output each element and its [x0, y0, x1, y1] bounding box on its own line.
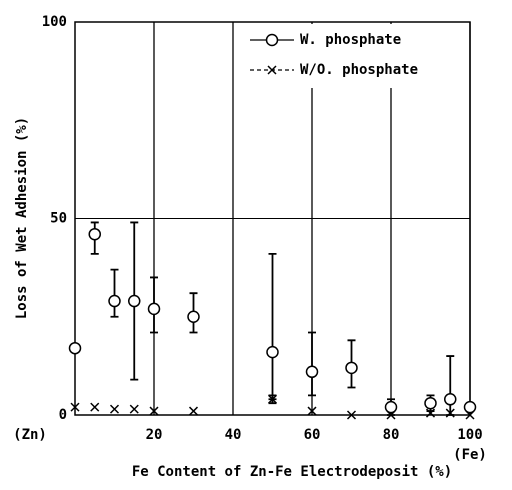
error-bar [110, 268, 119, 318]
marker [188, 406, 199, 416]
x-tick-label: 80 [383, 427, 400, 443]
marker [128, 294, 141, 308]
y-tick-label: 100 [42, 14, 67, 30]
marker [88, 227, 101, 241]
marker [424, 396, 437, 410]
x-tick-label: 100 [457, 427, 482, 443]
marker [129, 404, 139, 414]
marker [384, 400, 398, 414]
legend-marker [267, 65, 277, 75]
marker [345, 361, 358, 375]
x-tick-label: 40 [225, 427, 242, 443]
error-bar [268, 252, 277, 401]
y-tick-label: 0 [59, 407, 67, 423]
marker [108, 294, 121, 308]
marker [149, 406, 159, 416]
legend-marker [265, 33, 279, 47]
marker [109, 404, 120, 414]
marker [346, 410, 357, 420]
marker [147, 302, 161, 316]
marker [187, 310, 200, 323]
x-axis-label: Fe Content of Zn-Fe Electrodeposit (%) [132, 464, 452, 480]
legend-label: W. phosphate [300, 32, 401, 48]
marker [386, 410, 396, 420]
marker [307, 406, 317, 416]
error-bar [308, 331, 316, 397]
legend-label: W/O. phosphate [300, 62, 418, 78]
marker [465, 410, 475, 420]
legend-box [242, 24, 464, 88]
marker [445, 408, 455, 418]
marker [68, 341, 82, 355]
marker [70, 402, 80, 412]
y-tick-label: 50 [50, 211, 67, 227]
annotation: (Zn) [13, 427, 47, 443]
annotation: (Fe) [453, 447, 487, 463]
x-tick-label: 20 [146, 427, 163, 443]
marker [90, 402, 100, 412]
marker [463, 400, 477, 414]
x-tick-label: 60 [304, 427, 321, 443]
marker [266, 345, 279, 359]
marker [267, 394, 278, 404]
marker [305, 365, 319, 379]
marker [425, 408, 436, 418]
error-bar [446, 355, 455, 416]
y-axis-label: Loss of Wet Adhesion (%) [14, 117, 30, 319]
marker [444, 393, 457, 406]
